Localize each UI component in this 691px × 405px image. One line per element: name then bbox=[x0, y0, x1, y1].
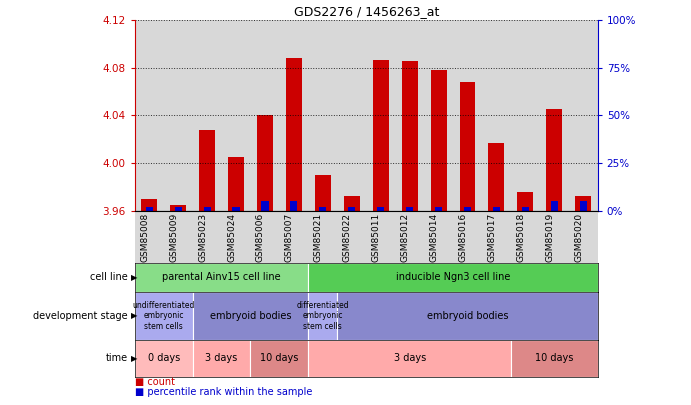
Bar bbox=[193, 340, 250, 377]
Bar bbox=[135, 263, 308, 292]
Bar bbox=[141, 199, 157, 211]
Text: GSM85007: GSM85007 bbox=[285, 213, 294, 262]
Text: GSM85008: GSM85008 bbox=[140, 213, 149, 262]
Bar bbox=[290, 201, 297, 211]
Bar bbox=[435, 207, 442, 211]
Bar bbox=[193, 292, 308, 340]
Bar bbox=[576, 196, 591, 211]
Text: ■ count: ■ count bbox=[135, 377, 175, 387]
Bar bbox=[250, 340, 308, 377]
Text: embryoid bodies: embryoid bodies bbox=[427, 311, 509, 321]
Bar bbox=[146, 207, 153, 211]
Bar bbox=[460, 82, 475, 211]
Text: 3 days: 3 days bbox=[393, 354, 426, 363]
Bar bbox=[406, 207, 413, 211]
Text: 10 days: 10 days bbox=[535, 354, 574, 363]
Bar bbox=[401, 61, 417, 211]
Text: ▶: ▶ bbox=[131, 311, 138, 320]
Text: ▶: ▶ bbox=[131, 273, 138, 282]
Text: GSM85017: GSM85017 bbox=[487, 213, 496, 262]
Text: time: time bbox=[106, 354, 128, 363]
Bar bbox=[199, 130, 215, 211]
Bar bbox=[337, 292, 598, 340]
Bar bbox=[170, 205, 186, 211]
Text: embryoid bodies: embryoid bodies bbox=[210, 311, 291, 321]
Bar bbox=[518, 192, 533, 211]
Bar bbox=[348, 207, 355, 211]
Bar bbox=[308, 263, 598, 292]
Bar bbox=[175, 207, 182, 211]
Text: differentiated
embryonic
stem cells: differentiated embryonic stem cells bbox=[296, 301, 349, 331]
Text: ■ percentile rank within the sample: ■ percentile rank within the sample bbox=[135, 387, 312, 397]
Text: GSM85006: GSM85006 bbox=[256, 213, 265, 262]
Bar bbox=[228, 157, 244, 211]
Text: GSM85018: GSM85018 bbox=[516, 213, 525, 262]
Bar bbox=[257, 115, 273, 211]
Text: GSM85022: GSM85022 bbox=[343, 213, 352, 262]
Text: parental Ainv15 cell line: parental Ainv15 cell line bbox=[162, 273, 281, 282]
Bar bbox=[308, 340, 511, 377]
Text: inducible Ngn3 cell line: inducible Ngn3 cell line bbox=[396, 273, 510, 282]
Text: GSM85024: GSM85024 bbox=[227, 213, 236, 262]
Bar bbox=[547, 109, 562, 211]
Text: GSM85012: GSM85012 bbox=[401, 213, 410, 262]
Bar bbox=[135, 340, 193, 377]
Text: GSM85023: GSM85023 bbox=[198, 213, 207, 262]
Bar bbox=[511, 340, 598, 377]
Bar bbox=[377, 207, 384, 211]
Text: GSM85021: GSM85021 bbox=[314, 213, 323, 262]
Bar bbox=[319, 207, 326, 211]
Bar bbox=[522, 207, 529, 211]
Text: GSM85014: GSM85014 bbox=[430, 213, 439, 262]
Bar bbox=[232, 207, 240, 211]
Text: undifferentiated
embryonic
stem cells: undifferentiated embryonic stem cells bbox=[133, 301, 195, 331]
Bar bbox=[372, 60, 388, 211]
Bar bbox=[493, 207, 500, 211]
Text: 0 days: 0 days bbox=[148, 354, 180, 363]
Text: GSM85009: GSM85009 bbox=[169, 213, 178, 262]
Bar bbox=[551, 201, 558, 211]
Bar bbox=[489, 143, 504, 211]
Text: GSM85016: GSM85016 bbox=[459, 213, 468, 262]
Text: ▶: ▶ bbox=[131, 354, 138, 363]
Bar bbox=[344, 196, 360, 211]
Text: GSM85019: GSM85019 bbox=[545, 213, 554, 262]
Bar bbox=[261, 201, 269, 211]
Text: 10 days: 10 days bbox=[261, 354, 299, 363]
Bar bbox=[204, 207, 211, 211]
Text: GSM85020: GSM85020 bbox=[574, 213, 583, 262]
Text: development stage: development stage bbox=[33, 311, 128, 321]
Bar bbox=[286, 58, 302, 211]
Bar bbox=[308, 292, 337, 340]
Bar bbox=[580, 201, 587, 211]
Bar bbox=[315, 175, 331, 211]
Text: cell line: cell line bbox=[90, 273, 128, 282]
Text: GSM85011: GSM85011 bbox=[372, 213, 381, 262]
Bar bbox=[464, 207, 471, 211]
Bar bbox=[430, 70, 446, 211]
Bar bbox=[135, 211, 598, 263]
Text: 3 days: 3 days bbox=[205, 354, 238, 363]
Title: GDS2276 / 1456263_at: GDS2276 / 1456263_at bbox=[294, 5, 439, 18]
Bar bbox=[135, 292, 193, 340]
